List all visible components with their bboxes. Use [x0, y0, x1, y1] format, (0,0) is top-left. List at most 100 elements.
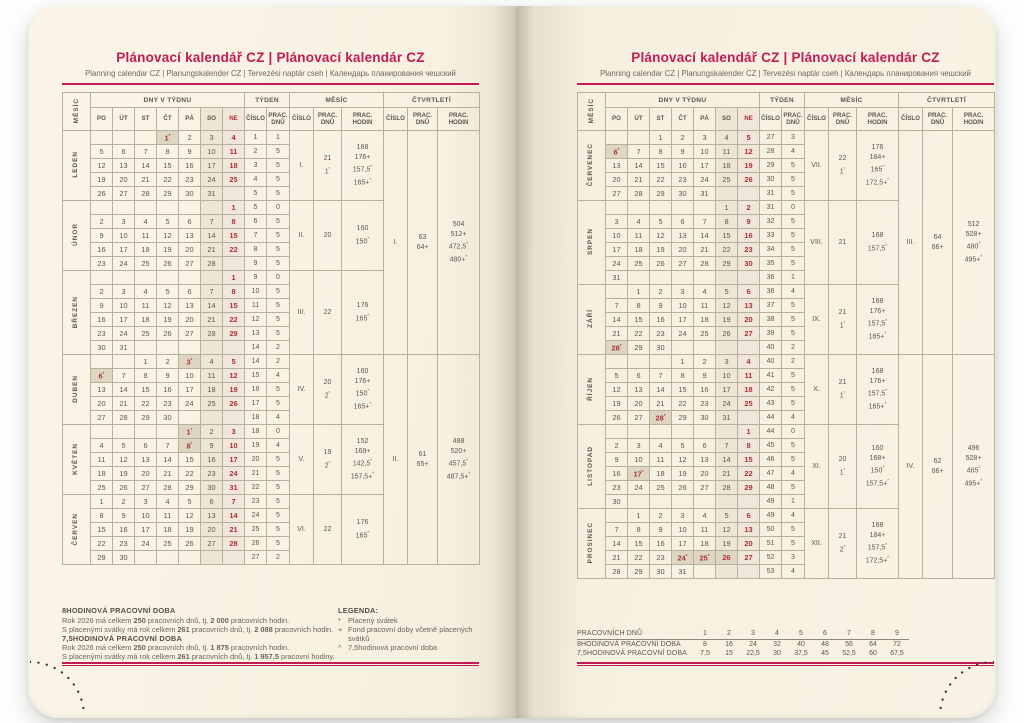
week-workdays-cell: 5 — [265, 298, 291, 313]
day-cell — [671, 200, 694, 215]
day-cell: 7 — [693, 214, 716, 229]
week-workdays-cell: 5 — [265, 396, 291, 411]
day-cell: 13 — [605, 158, 628, 173]
day-cell: 30 — [671, 186, 694, 201]
week-number-cell: 6 — [244, 214, 267, 229]
month-number-cell: XI. — [804, 424, 830, 509]
day-cell: 8 — [627, 522, 650, 537]
mini-value-cell: 1 — [693, 629, 717, 640]
day-cell: 9 — [90, 298, 113, 313]
week-number-cell: 32 — [759, 214, 782, 229]
day-cell: 20 — [737, 312, 760, 327]
week-workdays-cell: 5 — [780, 522, 806, 537]
day-cell: 7 — [222, 494, 245, 509]
day-cell: 4 — [90, 438, 113, 453]
day-cell — [627, 130, 650, 145]
day-cell: 2 — [649, 508, 672, 523]
day-cell: 12 — [112, 452, 135, 467]
day-cell: 12 — [715, 298, 738, 313]
week-number-cell: 28 — [759, 144, 782, 159]
month-number-header: ČÍSLO — [289, 107, 315, 131]
day-cell — [715, 564, 738, 579]
day-cell — [627, 200, 650, 215]
month-workhours-header: PRAC. HODIN — [341, 107, 385, 131]
day-cell — [627, 424, 650, 439]
day-cell: 7 — [200, 214, 223, 229]
day-header-wed: ST — [649, 107, 672, 131]
col-group-month: MĚSÍC — [804, 92, 900, 108]
page-title-left: Plánovací kalendář CZ | Plánovací kalend… — [62, 50, 479, 65]
day-cell: 3 — [222, 424, 245, 439]
day-cell: 24 — [112, 256, 135, 271]
month-workdays-cell: 22 1* — [828, 130, 858, 201]
week-row: ZÁŘÍ 1 2 3 4 5 6 36 4 IX. 21 1* 168 176+ 157,5^ 165+^ — [577, 284, 995, 355]
day-cell — [693, 564, 716, 579]
mini-value-cell: 2 — [717, 629, 741, 640]
legend-symbol: + — [338, 624, 343, 634]
day-cell: 16 — [200, 452, 223, 467]
day-cell: 29 — [649, 186, 672, 201]
day-cell: 11 — [737, 368, 760, 383]
week-row: BŘEZEN 1 9 0 III. 22 176 165^ — [62, 270, 480, 355]
day-cell: 27 — [90, 410, 113, 425]
day-cell: 2 — [737, 200, 760, 215]
quarter-workhours-cell: 488 520+ 457,5^ 487,5+^ — [437, 354, 481, 565]
week-row: 5 6 7 8 9 10 11 41 5 — [578, 368, 995, 383]
header-rule-right — [577, 83, 994, 85]
month-number-cell: XII. — [804, 508, 830, 579]
day-cell: 10 — [222, 438, 245, 453]
day-cell — [605, 508, 628, 523]
day-cell: 18 — [737, 382, 760, 397]
day-cell: 1 — [627, 284, 650, 299]
day-cell: 23 — [605, 480, 628, 495]
day-cell: 15 — [156, 158, 179, 173]
week-workdays-cell: 5 — [265, 508, 291, 523]
week-workdays-cell: 5 — [265, 536, 291, 551]
week-row: 4 5 6 7 8* 9 10 19 4 — [63, 438, 480, 453]
quarter-workhours-header: PRAC. HODIN — [952, 107, 996, 131]
day-cell: 19 — [178, 522, 201, 537]
week-number-cell: 17 — [244, 396, 267, 411]
day-cell: 23 — [649, 550, 672, 565]
day-cell: 24 — [222, 466, 245, 481]
day-cell: 14 — [605, 312, 628, 327]
day-cell: 28 — [222, 536, 245, 551]
week-number-cell: 22 — [244, 480, 267, 495]
day-cell — [200, 200, 223, 215]
week-number-cell: 46 — [759, 452, 782, 467]
day-cell: 13 — [737, 522, 760, 537]
day-cell: 18 — [90, 466, 113, 481]
week-row: 23 24 25 26 27 28 29 13 5 — [63, 326, 480, 341]
week-number-cell: 18 — [244, 410, 267, 425]
week-number-cell: 36 — [759, 270, 782, 285]
day-cell: 15 — [737, 452, 760, 467]
week-row: ÚNOR 1 5 0 II. 20 160 150^ — [62, 200, 480, 271]
planner-open-spread: Plánovací kalendář CZ | Plánovací kalend… — [28, 6, 996, 718]
day-cell: 1 — [671, 354, 694, 369]
page-title-right: Plánovací kalendář CZ | Plánovací kalend… — [577, 50, 994, 65]
heading-8h: 8HODINOVÁ PRACOVNÍ DOBA — [62, 606, 176, 615]
day-cell: 5 — [671, 438, 694, 453]
day-cell: 7 — [200, 284, 223, 299]
day-cell: 13 — [134, 452, 157, 467]
title-separator: | — [264, 50, 277, 65]
day-cell: 23 — [90, 256, 113, 271]
week-number-cell: 4 — [244, 172, 267, 187]
day-cell: 28 — [693, 256, 716, 271]
day-cell: 25 — [134, 326, 157, 341]
mini-value-cell: 8 — [703, 640, 707, 648]
month-name-cell: SRPEN — [577, 200, 606, 285]
day-cell: 24 — [134, 536, 157, 551]
day-cell: 13 — [112, 158, 135, 173]
day-cell: 16 — [112, 522, 135, 537]
title-czech: Plánovací kalendář CZ — [116, 50, 265, 65]
week-workdays-header: PRAC. DNŮ — [265, 107, 291, 131]
page-subtitle-left: Planning calendar CZ | Planungskalender … — [85, 69, 456, 78]
day-cell: 31 — [200, 186, 223, 201]
day-cell: 2 — [90, 214, 113, 229]
week-workdays-cell: 2 — [780, 340, 806, 355]
day-cell: 10 — [671, 298, 694, 313]
day-cell: 15 — [222, 228, 245, 243]
quarter-workdays-header: PRAC. DNŮ — [407, 107, 439, 131]
week-row: 21 22 23 24* 25* 26 27 52 3 — [578, 550, 995, 565]
